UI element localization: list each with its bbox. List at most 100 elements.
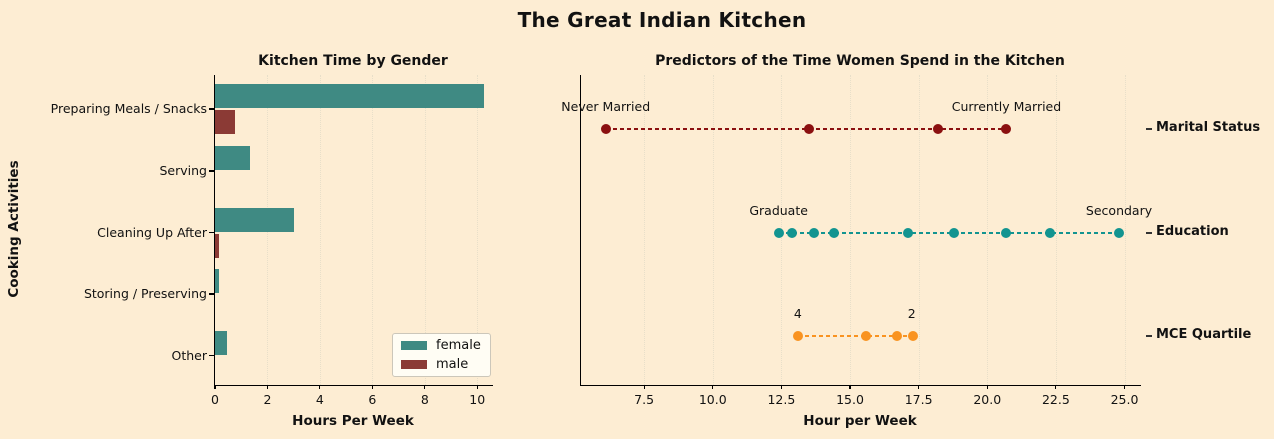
data-point xyxy=(803,124,814,134)
point-annotation: Never Married xyxy=(561,99,651,114)
legend-item: male xyxy=(401,357,480,372)
bar-male xyxy=(215,233,219,258)
x-tick-label: 25.0 xyxy=(1110,392,1139,407)
data-point xyxy=(861,331,872,341)
data-point xyxy=(1114,228,1125,238)
x-tick-label: 0 xyxy=(211,392,219,407)
y-tick-mark xyxy=(208,170,214,172)
x-tick-label: 10.0 xyxy=(698,392,727,407)
x-tick-label: 8 xyxy=(420,392,429,407)
legend-item: female xyxy=(401,338,481,353)
data-point xyxy=(891,331,902,341)
x-tick-label: 15.0 xyxy=(836,392,864,407)
legend-swatch xyxy=(401,341,427,350)
bar-female xyxy=(215,84,484,108)
gridline xyxy=(850,75,852,385)
x-tick-label: 7.5 xyxy=(634,392,655,407)
data-point xyxy=(949,228,960,238)
category-label: Storing / Preserving xyxy=(83,286,207,301)
bar-female xyxy=(215,269,219,293)
y-tick-mark xyxy=(208,354,214,357)
dot-chart-title: Predictors of the Time Women Spend in th… xyxy=(655,53,1065,69)
bar-female xyxy=(215,330,227,355)
data-point xyxy=(773,228,784,238)
data-point xyxy=(1001,228,1012,238)
point-annotation: Graduate xyxy=(749,203,808,218)
connector-line xyxy=(778,232,1120,234)
row-label: Marital Status xyxy=(1156,120,1261,135)
legend: female male xyxy=(392,333,491,377)
point-annotation: Currently Married xyxy=(951,99,1062,114)
data-point xyxy=(787,228,798,238)
bar-chart-xlabel: Hours Per Week xyxy=(292,413,414,429)
x-tick-mark xyxy=(712,385,714,389)
bar-chart-plot-area: 0 2 4 6 8 10 Preparing Meals / Snacks Serving Cl… xyxy=(51,75,493,407)
x-tick-mark xyxy=(918,385,920,389)
main-title: The Great Indian Kitchen xyxy=(517,8,807,32)
gridline xyxy=(1055,75,1057,385)
x-tick-label: 2 xyxy=(263,392,272,407)
x-tick-label: 12.5 xyxy=(767,392,796,407)
x-tick-mark xyxy=(424,385,426,389)
y-tick-mark xyxy=(208,293,214,295)
legend-label: female xyxy=(436,338,481,353)
data-point xyxy=(828,228,839,238)
category-label: Cleaning Up After xyxy=(97,224,207,240)
category-label: Preparing Meals / Snacks xyxy=(50,101,207,116)
dot-chart-plot-area: 7.5 10.0 12.5 15.0 17.5 20.0 22.5 25.0 Never Mar… xyxy=(561,75,1260,407)
row-label: MCE Quartile xyxy=(1156,327,1252,342)
x-tick-mark xyxy=(986,385,988,389)
gridline xyxy=(918,75,920,385)
dot-chart-xlabel: Hour per Week xyxy=(803,413,917,429)
data-point xyxy=(600,124,611,134)
bar-male xyxy=(215,110,235,134)
row-tick-mark xyxy=(1146,335,1152,337)
category-label: Other xyxy=(171,347,208,363)
x-tick-mark xyxy=(1055,385,1057,389)
gridline xyxy=(319,75,321,385)
gridline xyxy=(424,75,426,385)
y-tick-mark xyxy=(208,108,214,110)
gridline xyxy=(477,75,479,385)
bar-female xyxy=(215,207,294,232)
category-label: Serving xyxy=(159,163,208,178)
legend-swatch xyxy=(401,360,427,369)
x-tick-mark xyxy=(319,385,321,389)
x-tick-label: 20.0 xyxy=(973,392,1002,407)
legend-label: male xyxy=(436,357,469,372)
x-tick-label: 6 xyxy=(368,392,377,407)
gridline xyxy=(644,75,646,385)
gridline xyxy=(372,75,374,385)
data-point xyxy=(809,228,820,238)
data-point xyxy=(932,124,943,134)
y-tick-mark xyxy=(208,231,214,234)
data-point xyxy=(1001,124,1012,134)
x-tick-mark xyxy=(476,385,478,389)
data-point xyxy=(908,331,919,341)
bar-female xyxy=(215,146,251,170)
x-tick-mark xyxy=(643,385,645,389)
gridline xyxy=(712,75,714,385)
x-tick-mark xyxy=(266,385,269,389)
x-tick-mark xyxy=(849,385,851,389)
connector-line xyxy=(797,335,914,337)
data-point xyxy=(902,228,913,238)
x-tick-mark xyxy=(780,385,782,389)
bar-chart-title: Kitchen Time by Gender xyxy=(258,53,448,69)
row-tick-mark xyxy=(1146,232,1152,234)
data-point xyxy=(792,331,803,341)
point-annotation: Secondary xyxy=(1085,203,1153,218)
x-tick-label: 10 xyxy=(469,392,486,407)
x-tick-mark xyxy=(1123,385,1126,389)
point-annotation: 2 xyxy=(907,306,916,321)
gridline xyxy=(1124,75,1126,385)
row-tick-mark xyxy=(1146,128,1152,130)
gridline xyxy=(987,75,989,385)
x-tick-mark xyxy=(371,385,373,389)
x-tick-label: 22.5 xyxy=(1041,392,1070,407)
data-point xyxy=(1045,228,1056,238)
row-label: Education xyxy=(1156,224,1229,239)
point-annotation: 4 xyxy=(793,306,802,321)
x-tick-label: 17.5 xyxy=(904,392,933,407)
